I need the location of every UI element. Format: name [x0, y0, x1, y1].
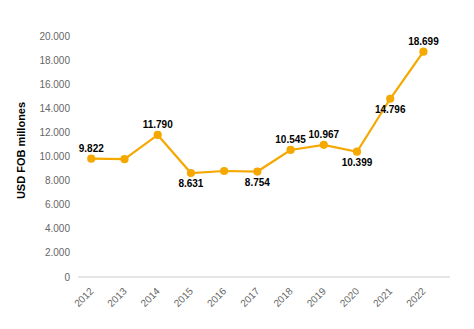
svg-text:2018: 2018	[271, 285, 295, 309]
svg-text:2014: 2014	[138, 285, 162, 309]
svg-text:4.000: 4.000	[45, 223, 70, 234]
svg-text:20.000: 20.000	[39, 31, 70, 42]
svg-text:2.000: 2.000	[45, 247, 70, 258]
svg-text:8.000: 8.000	[45, 175, 70, 186]
svg-text:0: 0	[64, 272, 70, 283]
svg-text:14.000: 14.000	[39, 103, 70, 114]
svg-text:2022: 2022	[404, 285, 428, 309]
svg-text:2016: 2016	[205, 285, 229, 309]
svg-text:2021: 2021	[371, 285, 395, 309]
svg-text:USD FOB millones: USD FOB millones	[15, 102, 27, 199]
svg-text:8.754: 8.754	[245, 177, 270, 188]
svg-text:10.545: 10.545	[275, 134, 306, 145]
svg-text:18.699: 18.699	[408, 36, 439, 47]
svg-text:2020: 2020	[338, 285, 362, 309]
svg-text:14.796: 14.796	[375, 104, 406, 115]
svg-text:6.000: 6.000	[45, 199, 70, 210]
svg-text:9.822: 9.822	[79, 143, 104, 154]
svg-text:12.000: 12.000	[39, 127, 70, 138]
svg-text:2012: 2012	[72, 285, 96, 309]
svg-text:8.631: 8.631	[178, 178, 203, 189]
svg-text:2019: 2019	[305, 285, 329, 309]
svg-text:16.000: 16.000	[39, 79, 70, 90]
svg-text:2017: 2017	[238, 285, 262, 309]
svg-text:18.000: 18.000	[39, 55, 70, 66]
svg-text:2015: 2015	[172, 285, 196, 309]
svg-text:10.000: 10.000	[39, 151, 70, 162]
svg-text:2013: 2013	[105, 285, 129, 309]
svg-text:10.967: 10.967	[308, 129, 339, 140]
svg-text:11.790: 11.790	[143, 119, 173, 130]
svg-text:10.399: 10.399	[342, 157, 373, 168]
